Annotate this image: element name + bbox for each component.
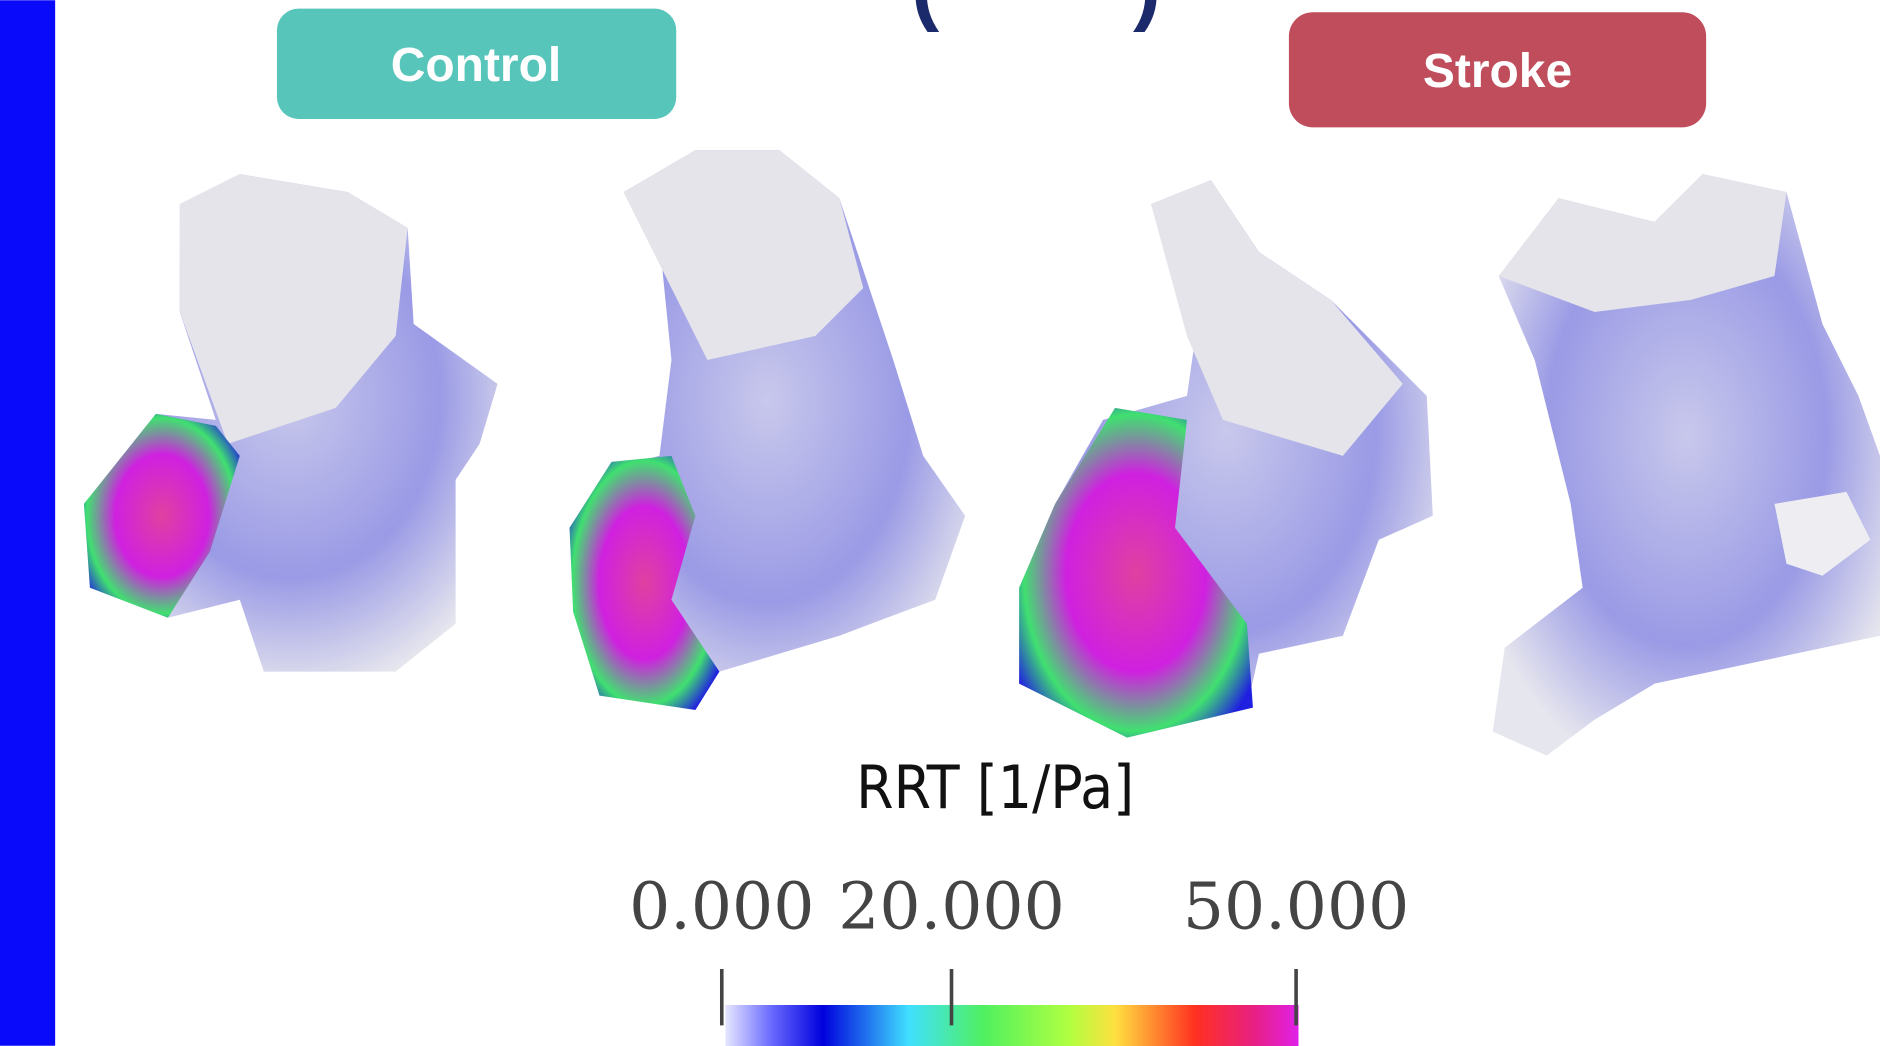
figure: ( ) Control Stroke RRT [1/Pa] 0.000 20.00… xyxy=(0,0,1880,1046)
stroke-label: Stroke xyxy=(1423,45,1572,98)
title-fragment: ) xyxy=(1133,0,1161,33)
side-bar xyxy=(0,0,55,1046)
atrium-model xyxy=(1019,180,1433,738)
atrium-model xyxy=(570,150,966,710)
colorbar-tick-label: 20.000 xyxy=(838,869,1065,944)
atrium-model xyxy=(84,174,498,672)
colorbar-tick-label: 50.000 xyxy=(1183,869,1410,944)
colorbar xyxy=(725,1005,1298,1046)
colorbar-title: RRT [1/Pa] xyxy=(856,753,1134,823)
control-label: Control xyxy=(391,39,561,92)
colorbar-ticks: 0.000 20.000 50.000 xyxy=(629,869,1409,1025)
colorbar-tick-label: 0.000 xyxy=(629,869,814,944)
page: ( ) Control Stroke RRT [1/Pa] 0.000 20.00… xyxy=(0,0,1880,1046)
title-fragment: ( xyxy=(911,0,939,33)
atrium-model xyxy=(1493,174,1880,756)
